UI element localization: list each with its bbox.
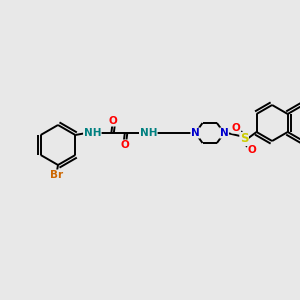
Text: O: O bbox=[109, 116, 118, 126]
Text: O: O bbox=[232, 123, 241, 133]
Text: Br: Br bbox=[50, 170, 64, 180]
Text: NH: NH bbox=[84, 128, 101, 138]
Text: O: O bbox=[248, 145, 256, 155]
Text: NH: NH bbox=[140, 128, 157, 138]
Text: N: N bbox=[191, 128, 200, 138]
Text: S: S bbox=[240, 133, 248, 146]
Text: O: O bbox=[121, 140, 130, 150]
Text: N: N bbox=[220, 128, 229, 138]
